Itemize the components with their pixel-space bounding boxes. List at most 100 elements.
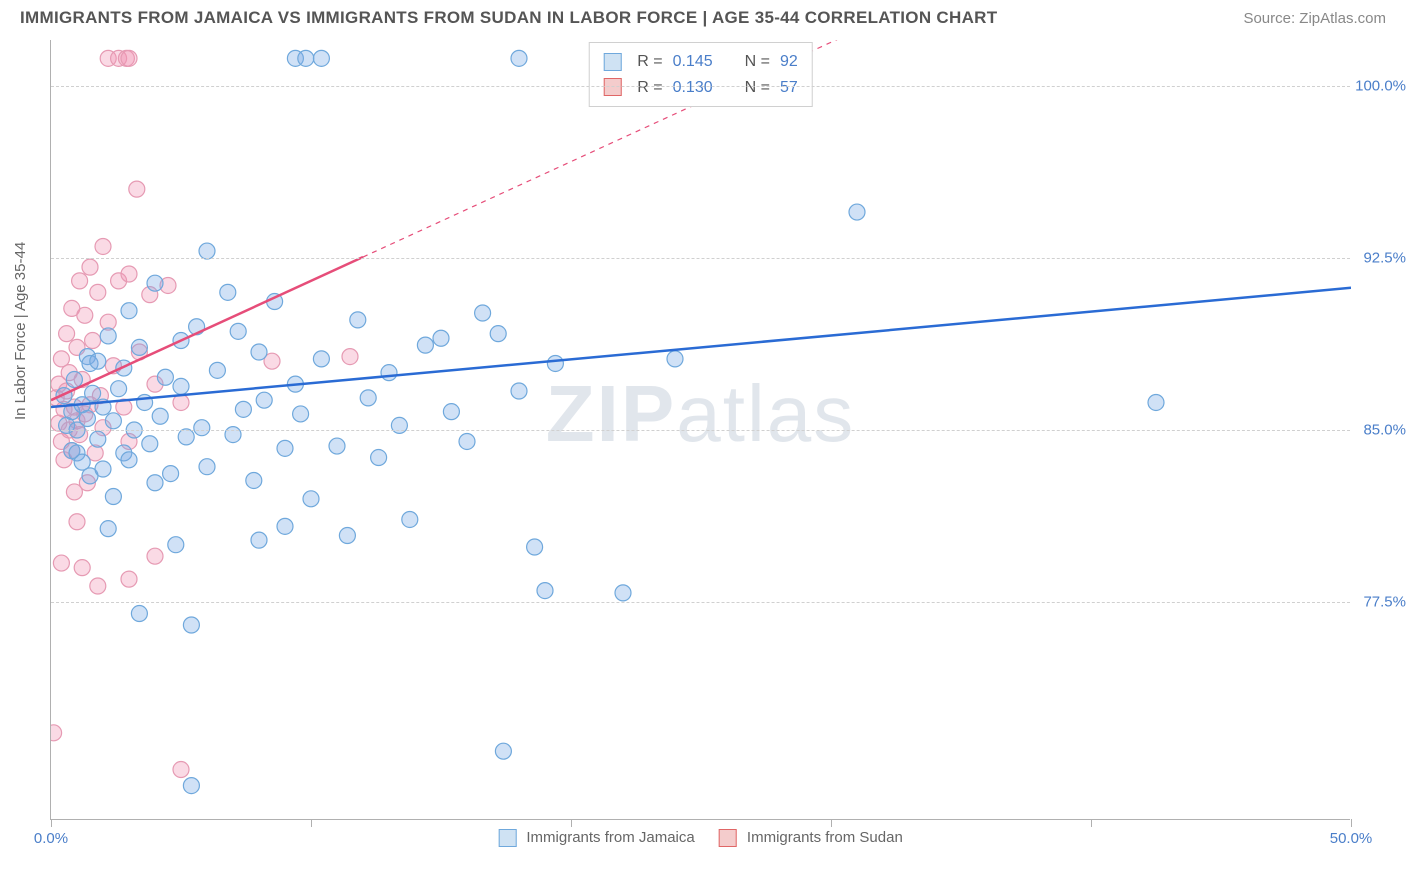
data-point bbox=[173, 762, 189, 778]
data-point bbox=[53, 555, 69, 571]
data-point bbox=[199, 243, 215, 259]
x-tick bbox=[311, 819, 312, 827]
data-point bbox=[51, 725, 62, 741]
x-tick bbox=[1351, 819, 1352, 827]
data-point bbox=[178, 429, 194, 445]
legend-label-sudan: Immigrants from Sudan bbox=[747, 829, 903, 846]
data-point bbox=[152, 408, 168, 424]
legend-swatch-jamaica-bottom bbox=[498, 829, 516, 847]
data-point bbox=[183, 617, 199, 633]
r-value-sudan: 0.130 bbox=[673, 75, 713, 101]
data-point bbox=[615, 585, 631, 601]
data-point bbox=[100, 521, 116, 537]
y-tick-label: 92.5% bbox=[1363, 249, 1406, 266]
data-point bbox=[66, 372, 82, 388]
data-point bbox=[100, 328, 116, 344]
data-point bbox=[90, 353, 106, 369]
n-label: N = bbox=[745, 75, 770, 101]
data-point bbox=[72, 273, 88, 289]
data-point bbox=[339, 528, 355, 544]
data-point bbox=[129, 181, 145, 197]
data-point bbox=[111, 381, 127, 397]
gridline-h bbox=[51, 258, 1350, 259]
data-point bbox=[121, 303, 137, 319]
data-point bbox=[142, 436, 158, 452]
correlation-legend: R = 0.145 N = 92 R = 0.130 N = 57 bbox=[588, 42, 813, 107]
data-point bbox=[371, 450, 387, 466]
data-point bbox=[194, 420, 210, 436]
data-point bbox=[313, 351, 329, 367]
x-tick bbox=[571, 819, 572, 827]
data-point bbox=[256, 392, 272, 408]
data-point bbox=[163, 466, 179, 482]
gridline-h bbox=[51, 430, 1350, 431]
data-point bbox=[342, 349, 358, 365]
data-point bbox=[495, 743, 511, 759]
data-point bbox=[199, 459, 215, 475]
data-point bbox=[391, 417, 407, 433]
data-point bbox=[90, 431, 106, 447]
data-point bbox=[849, 204, 865, 220]
data-point bbox=[220, 284, 236, 300]
data-point bbox=[69, 514, 85, 530]
data-point bbox=[329, 438, 345, 454]
x-tick bbox=[831, 819, 832, 827]
data-point bbox=[85, 333, 101, 349]
data-point bbox=[667, 351, 683, 367]
trend-line bbox=[51, 257, 363, 400]
data-point bbox=[511, 383, 527, 399]
data-point bbox=[303, 491, 319, 507]
data-point bbox=[168, 537, 184, 553]
data-point bbox=[121, 571, 137, 587]
chart-header: IMMIGRANTS FROM JAMAICA VS IMMIGRANTS FR… bbox=[0, 0, 1406, 32]
y-tick-label: 77.5% bbox=[1363, 594, 1406, 611]
data-point bbox=[157, 369, 173, 385]
chart-title: IMMIGRANTS FROM JAMAICA VS IMMIGRANTS FR… bbox=[20, 8, 997, 28]
x-tick-label: 50.0% bbox=[1330, 830, 1373, 847]
y-tick-label: 85.0% bbox=[1363, 422, 1406, 439]
r-label: R = bbox=[637, 75, 662, 101]
data-point bbox=[277, 518, 293, 534]
data-point bbox=[293, 406, 309, 422]
data-point bbox=[1148, 394, 1164, 410]
data-point bbox=[74, 560, 90, 576]
legend-swatch-sudan-bottom bbox=[719, 829, 737, 847]
data-point bbox=[251, 532, 267, 548]
data-point bbox=[511, 50, 527, 66]
y-tick-label: 100.0% bbox=[1355, 77, 1406, 94]
data-point bbox=[147, 275, 163, 291]
data-point bbox=[277, 440, 293, 456]
correlation-row-jamaica: R = 0.145 N = 92 bbox=[603, 49, 798, 75]
chart-source: Source: ZipAtlas.com bbox=[1243, 10, 1386, 27]
n-value-sudan: 57 bbox=[780, 75, 798, 101]
data-point bbox=[173, 378, 189, 394]
n-label: N = bbox=[745, 49, 770, 75]
data-point bbox=[85, 385, 101, 401]
data-point bbox=[475, 305, 491, 321]
y-axis-label: In Labor Force | Age 35-44 bbox=[12, 242, 29, 420]
data-point bbox=[209, 362, 225, 378]
legend-swatch-sudan bbox=[603, 78, 621, 96]
x-tick bbox=[51, 819, 52, 827]
data-point bbox=[121, 50, 137, 66]
data-point bbox=[313, 50, 329, 66]
data-point bbox=[131, 339, 147, 355]
plot-area: ZIPatlas R = 0.145 N = 92 R = 0.130 N = … bbox=[50, 40, 1350, 820]
data-point bbox=[381, 365, 397, 381]
data-point bbox=[225, 427, 241, 443]
legend-swatch-jamaica bbox=[603, 53, 621, 71]
data-point bbox=[433, 330, 449, 346]
gridline-h bbox=[51, 86, 1350, 87]
data-point bbox=[251, 344, 267, 360]
data-point bbox=[547, 355, 563, 371]
data-point bbox=[235, 401, 251, 417]
x-tick-label: 0.0% bbox=[34, 830, 68, 847]
data-point bbox=[105, 489, 121, 505]
data-point bbox=[121, 452, 137, 468]
data-point bbox=[82, 259, 98, 275]
x-tick bbox=[1091, 819, 1092, 827]
data-point bbox=[131, 606, 147, 622]
data-point bbox=[147, 475, 163, 491]
gridline-h bbox=[51, 602, 1350, 603]
data-point bbox=[59, 326, 75, 342]
